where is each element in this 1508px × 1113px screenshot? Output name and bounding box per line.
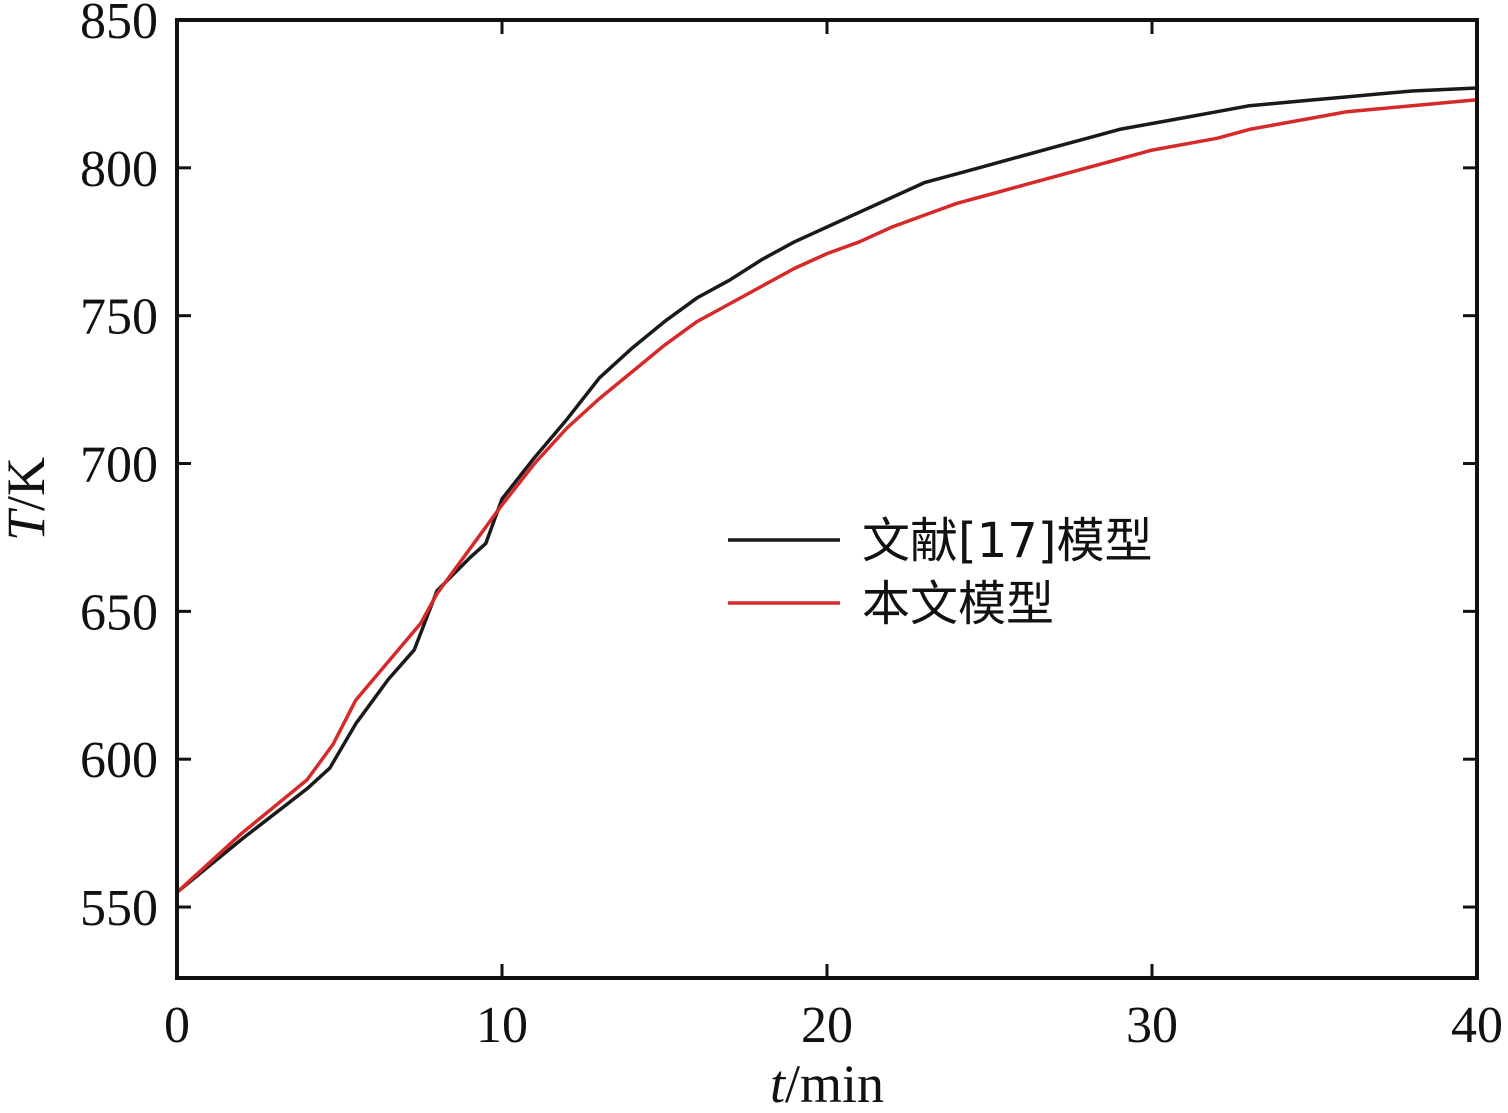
y-tick-label: 850 (80, 0, 158, 50)
x-tick-label: 10 (476, 997, 528, 1054)
legend-label-0: 文献[17]模型 (862, 513, 1153, 569)
x-tick-label: 40 (1451, 997, 1503, 1054)
y-tick-label: 800 (80, 141, 158, 198)
x-axis-unit: /min (785, 1054, 884, 1113)
x-tick-label: 0 (164, 997, 190, 1054)
x-tick-label: 20 (801, 997, 853, 1054)
y-axis-unit: /K (0, 457, 56, 511)
series-layer (175, 86, 1479, 895)
x-axis-title: t/min (770, 1054, 884, 1113)
y-axis-symbol: T (0, 507, 56, 541)
series-line-1 (175, 98, 1479, 895)
y-tick-label: 650 (80, 584, 158, 641)
y-tick-label: 700 (80, 437, 158, 494)
axis-ticks (175, 18, 1479, 978)
y-tick-label: 600 (80, 732, 158, 789)
y-tick-label: 750 (80, 289, 158, 346)
x-tick-label: 30 (1126, 997, 1178, 1054)
x-axis-symbol: t (770, 1054, 787, 1113)
y-axis-title: T/K (0, 457, 56, 541)
axis-tick-labels: 0 10 20 30 40 550 600 650 700 750 800 850 (80, 0, 1503, 1054)
legend-label-1: 本文模型 (862, 576, 1054, 632)
y-tick-label: 550 (80, 880, 158, 937)
